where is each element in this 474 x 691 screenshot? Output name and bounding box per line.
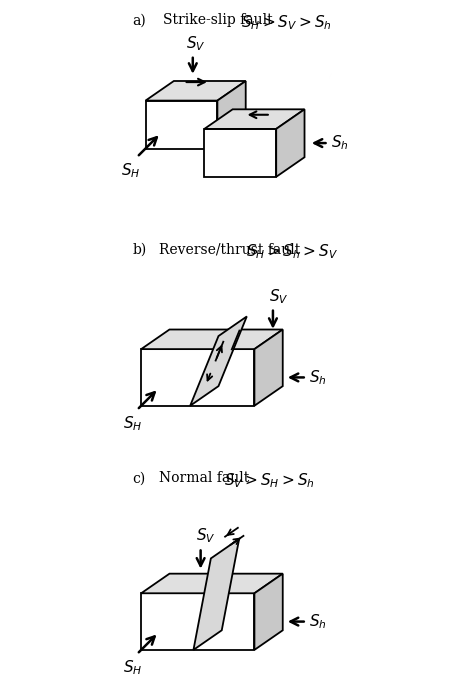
Polygon shape xyxy=(204,109,304,129)
Text: Normal fault: Normal fault xyxy=(159,471,249,485)
Text: $S_H>S_h > S_V$: $S_H>S_h > S_V$ xyxy=(246,243,338,261)
Text: $S_H > S_V > S_h$: $S_H > S_V > S_h$ xyxy=(241,14,332,32)
Polygon shape xyxy=(141,574,283,594)
Text: a): a) xyxy=(132,14,146,28)
Text: $S_V>S_H > S_h$: $S_V>S_H > S_h$ xyxy=(224,471,315,490)
Polygon shape xyxy=(255,330,283,406)
Text: b): b) xyxy=(132,243,147,256)
Polygon shape xyxy=(204,129,276,177)
Polygon shape xyxy=(141,330,283,349)
Text: $S_H$: $S_H$ xyxy=(120,162,140,180)
Polygon shape xyxy=(193,539,239,650)
Text: $S_h$: $S_h$ xyxy=(331,134,348,153)
Text: $S_H$: $S_H$ xyxy=(123,659,142,677)
Polygon shape xyxy=(255,574,283,650)
Text: $S_h$: $S_h$ xyxy=(309,368,327,387)
Polygon shape xyxy=(141,594,255,650)
Polygon shape xyxy=(146,101,218,149)
Text: c): c) xyxy=(132,471,146,485)
Text: Reverse/thrust fault: Reverse/thrust fault xyxy=(159,243,300,256)
Text: Strike-slip fault: Strike-slip fault xyxy=(163,14,273,28)
Text: $S_H$: $S_H$ xyxy=(123,415,142,433)
Text: $S_V$: $S_V$ xyxy=(196,527,216,545)
Text: $S_V$: $S_V$ xyxy=(186,34,206,53)
Polygon shape xyxy=(146,81,246,101)
Polygon shape xyxy=(190,316,247,406)
Polygon shape xyxy=(218,81,246,149)
Text: $S_V$: $S_V$ xyxy=(269,287,288,305)
Polygon shape xyxy=(141,349,255,406)
Text: $S_h$: $S_h$ xyxy=(309,612,327,631)
Polygon shape xyxy=(276,109,304,177)
